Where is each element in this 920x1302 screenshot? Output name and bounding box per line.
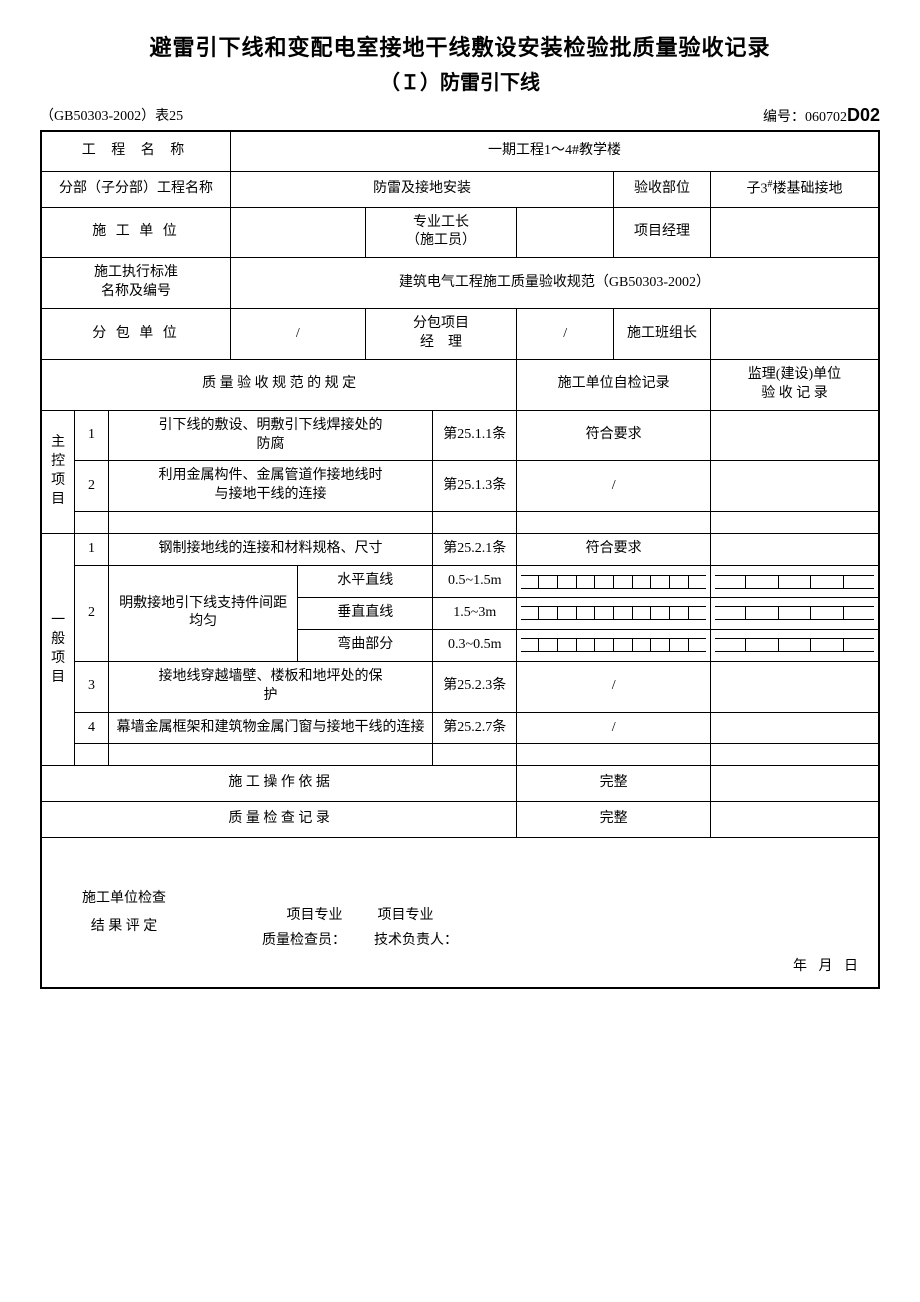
gen-1-check: 符合要求	[517, 534, 711, 566]
meta-left: （GB50303-2002）表25	[40, 105, 183, 126]
row-spec-header: 质 量 验 收 规 范 的 规 定 施工单位自检记录 监理(建设)单位验 收 记…	[41, 359, 879, 410]
hdr-spec: 质 量 验 收 规 范 的 规 定	[41, 359, 517, 410]
row-qc-record: 质 量 检 查 记 录 完整	[41, 802, 879, 838]
val-subdiv: 防雷及接地安装	[231, 171, 614, 207]
gen-row-3: 3 接地线穿越墙壁、楼板和地坪处的保护 第25.2.3条 /	[41, 661, 879, 712]
lbl-pm: 项目经理	[614, 207, 711, 258]
meta-row: （GB50303-2002）表25 编号：060702D02	[40, 105, 880, 126]
row-footer: 施工单位检查 结 果 评 定 项目专业 项目专业 质量检查员： 技术负责人： 年…	[41, 838, 879, 988]
gen-2-desc: 明敷接地引下线支持件间距均匀	[108, 566, 298, 662]
lbl-main-items: 主控项目	[41, 410, 75, 534]
footer-date: 年 月 日	[793, 958, 862, 977]
row-std: 施工执行标准名称及编号 建筑电气工程施工质量验收规范（GB50303-2002）	[41, 258, 879, 309]
form-table: 工 程 名 称 一期工程1～4#教学楼 分部（子分部）工程名称 防雷及接地安装 …	[40, 130, 880, 989]
lbl-std: 施工执行标准名称及编号	[41, 258, 231, 309]
row-op-basis: 施 工 操 作 依 据 完整	[41, 766, 879, 802]
val-project: 一期工程1～4#教学楼	[231, 131, 880, 171]
val-pm	[710, 207, 879, 258]
val-std: 建筑电气工程施工质量验收规范（GB50303-2002）	[231, 258, 880, 309]
gen-2a-v: 0.5~1.5m	[433, 566, 517, 598]
main-row-1: 主控项目 1 引下线的敷设、明敷引下线焊接处的防腐 第25.1.1条 符合要求	[41, 410, 879, 461]
main-1-desc: 引下线的敷设、明敷引下线焊接处的防腐	[108, 410, 432, 461]
main-row-2: 2 利用金属构件、金属管道作接地线时与接地干线的连接 第25.1.3条 /	[41, 461, 879, 512]
lbl-foreman: 专业工长（施工员）	[365, 207, 517, 258]
val-op-basis: 完整	[517, 766, 711, 802]
gen-2c-v: 0.3~0.5m	[433, 629, 517, 661]
main-2-ref: 第25.1.3条	[433, 461, 517, 512]
row-subcontract: 分 包 单 位 / 分包项目经 理 / 施工班组长	[41, 309, 879, 360]
lbl-team-leader: 施工班组长	[614, 309, 711, 360]
gen-3-check: /	[517, 661, 711, 712]
lbl-accept-part: 验收部位	[614, 171, 711, 207]
lbl-qc-record: 质 量 检 查 记 录	[41, 802, 517, 838]
gen-row-4: 4 幕墙金属框架和建筑物金属门窗与接地干线的连接 第25.2.7条 /	[41, 712, 879, 744]
main-1-ref: 第25.1.1条	[433, 410, 517, 461]
meta-code2: D02	[847, 105, 880, 125]
gen-1-ref: 第25.2.1条	[433, 534, 517, 566]
val-construct-unit	[231, 207, 366, 258]
gen-row-empty	[41, 744, 879, 766]
gen-row-1: 一般项目 1 钢制接地线的连接和材料规格、尺寸 第25.2.1条 符合要求	[41, 534, 879, 566]
lbl-subdiv: 分部（子分部）工程名称	[41, 171, 231, 207]
meta-right: 编号：060702D02	[763, 105, 880, 126]
val-sub-pm: /	[517, 309, 614, 360]
val-foreman	[517, 207, 614, 258]
main-2-check: /	[517, 461, 711, 512]
meta-code1: 060702	[805, 110, 847, 125]
gen-4-check: /	[517, 712, 711, 744]
main-row-empty	[41, 512, 879, 534]
row-project: 工 程 名 称 一期工程1～4#教学楼	[41, 131, 879, 171]
main-1-sup	[710, 410, 879, 461]
title-line2: （Ｉ）防雷引下线	[40, 66, 880, 95]
row-construct-unit: 施 工 单 位 专业工长（施工员） 项目经理	[41, 207, 879, 258]
gen-1-n: 1	[75, 534, 109, 566]
gen-row-2a: 2 明敷接地引下线支持件间距均匀 水平直线 0.5~1.5m	[41, 566, 879, 598]
lbl-project: 工 程 名 称	[41, 131, 231, 171]
val-accept-part: 子3#楼基础接地	[710, 171, 879, 207]
main-1-n: 1	[75, 410, 109, 461]
gen-2-n: 2	[75, 566, 109, 662]
gen-1-desc: 钢制接地线的连接和材料规格、尺寸	[108, 534, 432, 566]
main-2-sup	[710, 461, 879, 512]
footer-mid: 项目专业 项目专业 质量检查员： 技术负责人：	[262, 902, 458, 952]
lbl-construct-unit: 施 工 单 位	[41, 207, 231, 258]
gen-2b-k: 垂直直线	[298, 597, 433, 629]
gen-4-n: 4	[75, 712, 109, 744]
meta-right-prefix: 编号：	[763, 110, 805, 125]
gen-2c-k: 弯曲部分	[298, 629, 433, 661]
gen-3-ref: 第25.2.3条	[433, 661, 517, 712]
lbl-op-basis: 施 工 操 作 依 据	[41, 766, 517, 802]
title-line1: 避雷引下线和变配电室接地干线敷设安装检验批质量验收记录	[40, 30, 880, 62]
hdr-selfcheck: 施工单位自检记录	[517, 359, 711, 410]
hdr-supervise: 监理(建设)单位验 收 记 录	[710, 359, 879, 410]
gen-2b-v: 1.5~3m	[433, 597, 517, 629]
gen-3-desc: 接地线穿越墙壁、楼板和地坪处的保护	[108, 661, 432, 712]
val-team-leader	[710, 309, 879, 360]
main-1-check: 符合要求	[517, 410, 711, 461]
footer-cell: 施工单位检查 结 果 评 定 项目专业 项目专业 质量检查员： 技术负责人： 年…	[41, 838, 879, 988]
gen-4-ref: 第25.2.7条	[433, 712, 517, 744]
main-2-desc: 利用金属构件、金属管道作接地线时与接地干线的连接	[108, 461, 432, 512]
footer-label: 施工单位检查 结 果 评 定	[82, 885, 166, 941]
lbl-subcontract: 分 包 单 位	[41, 309, 231, 360]
lbl-sub-pm: 分包项目经 理	[365, 309, 517, 360]
main-2-n: 2	[75, 461, 109, 512]
val-qc-record: 完整	[517, 802, 711, 838]
gen-4-desc: 幕墙金属框架和建筑物金属门窗与接地干线的连接	[108, 712, 432, 744]
title-block: 避雷引下线和变配电室接地干线敷设安装检验批质量验收记录 （Ｉ）防雷引下线	[40, 30, 880, 95]
row-subdiv: 分部（子分部）工程名称 防雷及接地安装 验收部位 子3#楼基础接地	[41, 171, 879, 207]
lbl-general-items: 一般项目	[41, 534, 75, 766]
gen-3-n: 3	[75, 661, 109, 712]
gen-2a-k: 水平直线	[298, 566, 433, 598]
val-subcontract: /	[231, 309, 366, 360]
